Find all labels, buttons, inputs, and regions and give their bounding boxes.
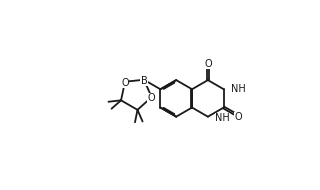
Text: B: B xyxy=(140,76,147,86)
Text: O: O xyxy=(148,93,156,103)
Text: NH: NH xyxy=(231,84,246,94)
Text: O: O xyxy=(235,112,242,122)
Text: O: O xyxy=(121,78,129,88)
Text: NH: NH xyxy=(215,113,230,123)
Text: O: O xyxy=(204,59,212,69)
